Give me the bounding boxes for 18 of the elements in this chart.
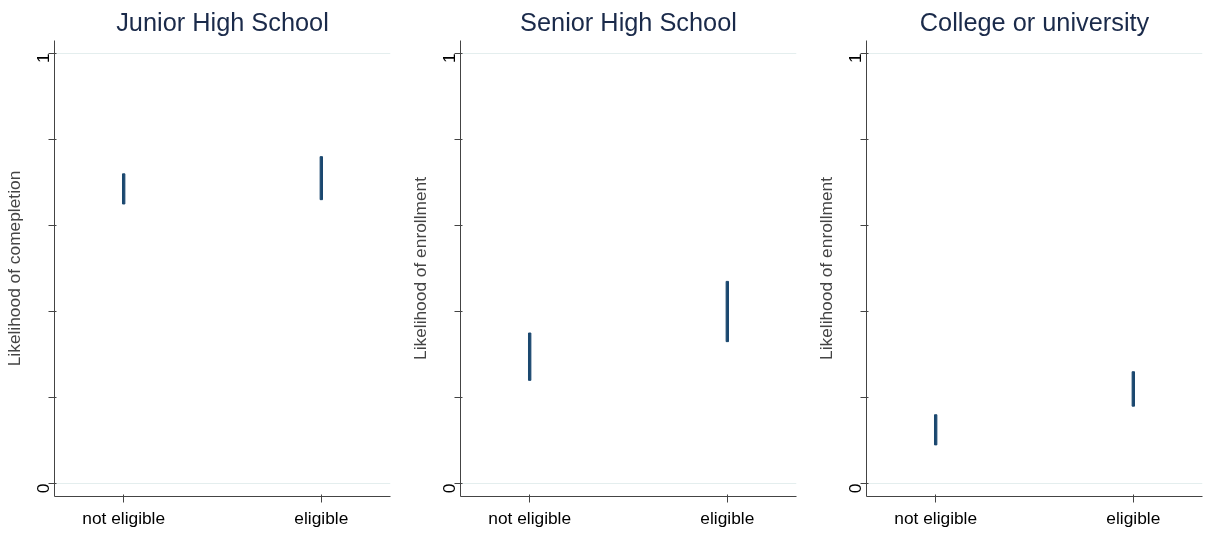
y-tick-label: 0 — [439, 483, 460, 494]
y-tick-label: 1 — [439, 53, 460, 64]
x-tick-label: not eligible — [82, 507, 166, 528]
x-tick-label: eligible — [294, 507, 349, 528]
y-axis-title: Likelihood of comepletion — [3, 170, 24, 367]
y-tick-label: 0 — [33, 483, 54, 494]
chart-title: College or university — [919, 7, 1150, 36]
x-tick-label: not eligible — [894, 507, 978, 528]
y-tick-label: 0 — [845, 483, 866, 494]
y-tick-label: 1 — [33, 53, 54, 64]
x-tick-label: eligible — [700, 507, 755, 528]
chart-title: Junior High School — [116, 7, 329, 36]
chart-title: Senior High School — [520, 7, 737, 36]
y-tick-label: 1 — [845, 53, 866, 64]
x-tick-label: not eligible — [488, 507, 572, 528]
x-tick-label: eligible — [1106, 507, 1161, 528]
y-axis-title: Likelihood of enrollment — [815, 176, 836, 361]
y-axis-title: Likelihood of enrollment — [409, 176, 430, 361]
